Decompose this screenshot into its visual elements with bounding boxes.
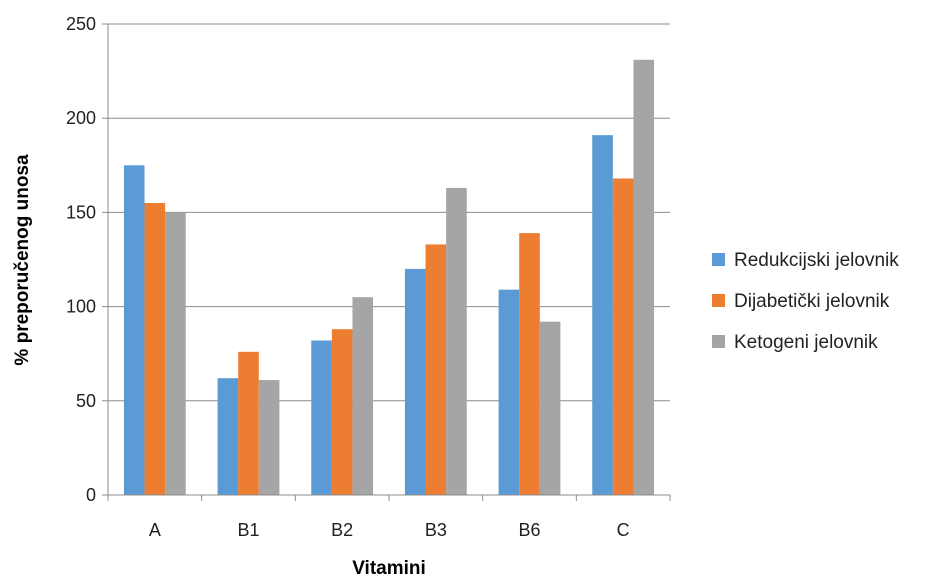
legend: Redukcijski jelovnik Dijabetički jelovnik… <box>712 250 899 353</box>
legend-swatch <box>712 294 725 307</box>
bar <box>425 244 447 495</box>
bar <box>165 212 186 495</box>
bar <box>539 321 561 495</box>
legend-label: Ketogeni jelovnik <box>734 332 878 353</box>
legend-swatch <box>712 253 725 266</box>
x-tick-label: B2 <box>331 520 353 540</box>
x-axis-title: Vitamini <box>352 558 426 579</box>
legend-label: Redukcijski jelovnik <box>734 250 899 271</box>
bar <box>404 268 426 495</box>
bar <box>612 178 634 495</box>
x-tick-label: B6 <box>518 520 540 540</box>
y-tick-label: 250 <box>66 14 96 34</box>
y-tick-label: 0 <box>86 485 96 505</box>
bar <box>311 340 332 495</box>
y-tick-label: 150 <box>66 202 96 222</box>
y-tick-label: 100 <box>66 297 96 317</box>
x-tick-label: C <box>617 520 630 540</box>
y-tick-label: 200 <box>66 108 96 128</box>
x-tick-label: B1 <box>237 520 259 540</box>
x-tick-label: A <box>149 520 161 540</box>
y-tick-labels: 0 50 100 150 200 250 <box>66 14 108 505</box>
y-axis-title: % preporučenog unosa <box>12 154 33 366</box>
x-tick-labels: A B1 B2 B3 B6 C <box>107 495 671 540</box>
axes <box>107 24 670 496</box>
x-tick-label: B3 <box>425 520 447 540</box>
bar <box>258 380 280 495</box>
bar <box>217 378 239 495</box>
legend-label: Dijabetički jelovnik <box>734 291 890 312</box>
gridlines <box>108 23 670 402</box>
bar <box>238 351 259 495</box>
bar <box>331 329 353 495</box>
bar <box>446 187 467 495</box>
bar <box>633 59 655 496</box>
bar <box>498 289 520 495</box>
y-tick-label: 50 <box>76 391 96 411</box>
bar <box>144 202 166 496</box>
bar <box>352 297 374 495</box>
bars <box>123 59 655 496</box>
bar <box>592 135 613 495</box>
legend-swatch <box>712 335 725 348</box>
bar <box>519 233 540 495</box>
bar <box>123 165 145 496</box>
